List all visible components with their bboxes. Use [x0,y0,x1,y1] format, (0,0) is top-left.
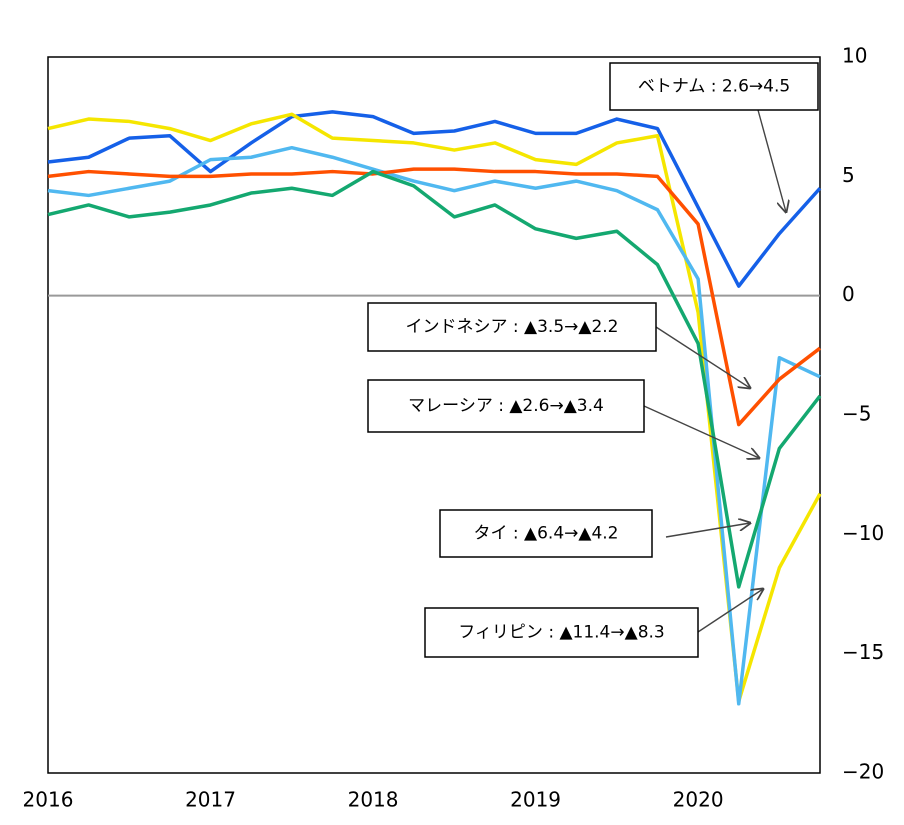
annotation-box [367,379,645,433]
x-tick-label: 2016 [23,788,74,812]
y-tick-label: −5 [842,402,871,426]
annotation-arrow [697,589,763,633]
y-tick-label: −15 [842,640,884,664]
series-line [47,169,822,589]
annotation-box [367,302,657,352]
annotation-arrow [655,326,750,388]
y-tick-label: 10 [842,44,867,68]
series-line [47,112,822,704]
annotation-text: インドネシア : ▲3.5→▲2.2 [406,317,619,337]
annotation-box [424,607,699,658]
y-tick-label: 0 [842,282,855,306]
y-tick-label: −10 [842,521,884,545]
annotation-box [609,62,819,111]
x-tick-label: 2018 [348,788,399,812]
annotation-box [439,509,653,558]
y-tick-label: −20 [842,760,884,784]
series-line [47,167,822,427]
x-tick-label: 2019 [510,788,561,812]
x-tick-label: 2020 [673,788,724,812]
y-tick-label: 5 [842,163,855,187]
annotation-text: マレーシア : ▲2.6→▲3.4 [408,396,604,416]
plot-frame [47,56,821,774]
annotation-arrow [643,405,759,458]
series-line [47,110,822,288]
annotation-arrow [665,523,750,538]
annotation-text: フィリピン : ▲11.4→▲8.3 [458,623,664,643]
annotation-text: タイ : ▲6.4→▲4.2 [474,524,619,544]
x-tick-label: 2017 [185,788,236,812]
annotation-text: ベトナム : 2.6→4.5 [638,77,790,97]
annotation-arrow [757,109,786,212]
